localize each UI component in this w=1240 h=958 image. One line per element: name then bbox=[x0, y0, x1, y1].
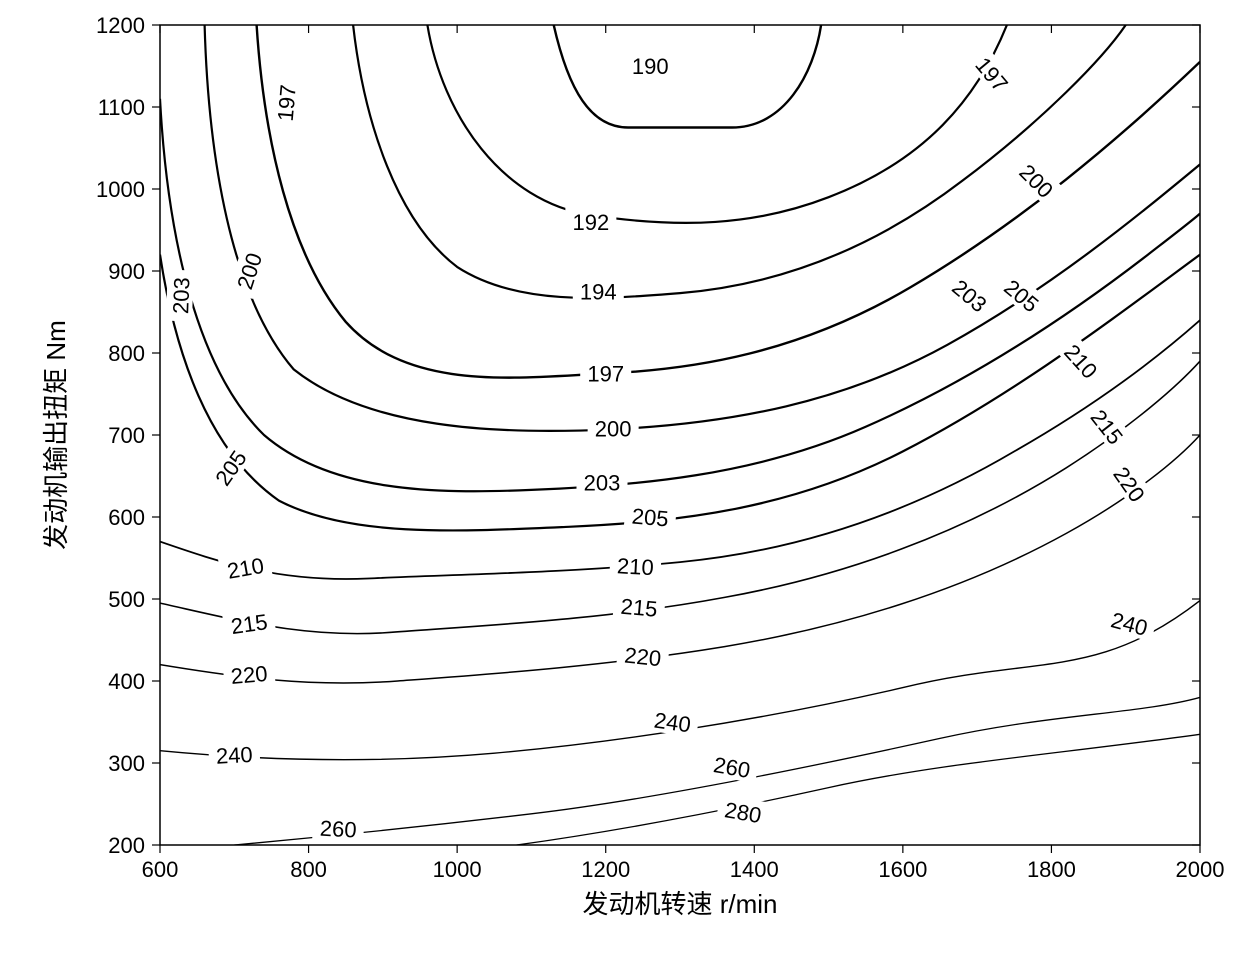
contour-label-240: 240 bbox=[1101, 603, 1157, 642]
contour-label-280: 280 bbox=[716, 794, 771, 829]
y-tick-label: 400 bbox=[108, 669, 145, 694]
contour-label-197: 197 bbox=[966, 46, 1019, 102]
x-tick-label: 1000 bbox=[433, 857, 482, 882]
svg-text:220: 220 bbox=[230, 661, 269, 689]
x-tick-label: 1200 bbox=[581, 857, 630, 882]
y-tick-label: 900 bbox=[108, 259, 145, 284]
x-axis-label: 发动机转速 r/min bbox=[582, 889, 777, 919]
contour-194 bbox=[353, 25, 1126, 298]
contour-label-200: 200 bbox=[588, 414, 639, 441]
contour-215 bbox=[160, 361, 1200, 633]
svg-text:203: 203 bbox=[168, 277, 194, 315]
contour-label-220: 220 bbox=[616, 640, 670, 672]
svg-text:200: 200 bbox=[595, 416, 632, 441]
x-tick-label: 600 bbox=[142, 857, 179, 882]
contour-label-260: 260 bbox=[312, 813, 364, 843]
svg-text:205: 205 bbox=[631, 503, 670, 531]
svg-text:190: 190 bbox=[632, 54, 669, 79]
contour-label-220: 220 bbox=[1104, 455, 1155, 512]
contour-label-200: 200 bbox=[1009, 153, 1064, 208]
contour-label-197: 197 bbox=[270, 76, 301, 129]
x-tick-label: 1600 bbox=[878, 857, 927, 882]
svg-text:280: 280 bbox=[723, 797, 764, 828]
y-tick-label: 1000 bbox=[96, 177, 145, 202]
chart-svg: 600 800 1000 1200 1400 1600 1800 2000 200 300 400 5… bbox=[0, 0, 1240, 958]
contour-label-240: 240 bbox=[646, 705, 700, 739]
svg-text:215: 215 bbox=[229, 609, 269, 639]
svg-text:215: 215 bbox=[620, 594, 659, 622]
contour-label-203: 203 bbox=[942, 268, 998, 321]
svg-text:192: 192 bbox=[572, 210, 609, 235]
contour-280 bbox=[517, 734, 1200, 845]
y-tick-label: 500 bbox=[108, 587, 145, 612]
contour-192 bbox=[427, 25, 1007, 223]
contour-200 bbox=[205, 25, 1200, 431]
contour-label-215: 215 bbox=[613, 591, 666, 622]
svg-text:210: 210 bbox=[225, 553, 266, 584]
contour-label-203: 203 bbox=[166, 270, 195, 322]
svg-text:260: 260 bbox=[712, 752, 753, 783]
contour-label-210: 210 bbox=[1054, 333, 1108, 389]
y-tick-label: 1200 bbox=[96, 13, 145, 38]
contour-203 bbox=[160, 99, 1200, 491]
contour-197 bbox=[257, 25, 1200, 378]
contour-label-203: 203 bbox=[577, 469, 628, 496]
x-tick-label: 1400 bbox=[730, 857, 779, 882]
contour-label-197: 197 bbox=[580, 360, 631, 387]
contours-group: 1901921941971971972002002002032032032052… bbox=[160, 25, 1200, 845]
contour-label-205: 205 bbox=[994, 268, 1050, 321]
y-tick-label: 1100 bbox=[98, 95, 145, 120]
contour-210 bbox=[160, 320, 1200, 579]
svg-text:240: 240 bbox=[215, 742, 253, 769]
contour-label-205: 205 bbox=[204, 439, 255, 496]
y-tick-label: 600 bbox=[108, 505, 145, 530]
contour-220 bbox=[160, 435, 1200, 683]
contour-chart: 600 800 1000 1200 1400 1600 1800 2000 200 300 400 5… bbox=[0, 0, 1240, 958]
contour-label-260: 260 bbox=[705, 749, 760, 784]
contour-label-205: 205 bbox=[624, 501, 677, 532]
contour-label-192: 192 bbox=[565, 208, 616, 235]
svg-text:194: 194 bbox=[580, 280, 617, 305]
contour-190 bbox=[554, 25, 821, 128]
y-tick-label: 800 bbox=[108, 341, 145, 366]
svg-text:220: 220 bbox=[623, 643, 662, 672]
svg-text:240: 240 bbox=[653, 708, 693, 738]
contour-label-210: 210 bbox=[218, 550, 273, 585]
x-tick-label: 2000 bbox=[1176, 857, 1225, 882]
contour-label-215: 215 bbox=[222, 606, 276, 640]
svg-text:197: 197 bbox=[587, 362, 624, 387]
y-tick-label: 200 bbox=[108, 833, 145, 858]
y-tick-label: 700 bbox=[108, 423, 145, 448]
contour-label-240: 240 bbox=[208, 739, 260, 769]
x-tick-label: 800 bbox=[290, 857, 327, 882]
contour-label-194: 194 bbox=[573, 278, 624, 305]
svg-text:210: 210 bbox=[616, 553, 654, 580]
y-axis-label: 发动机输出扭矩 Nm bbox=[41, 320, 71, 550]
contour-label-210: 210 bbox=[609, 551, 661, 581]
svg-text:260: 260 bbox=[319, 816, 357, 843]
svg-text:203: 203 bbox=[584, 471, 621, 496]
svg-text:240: 240 bbox=[1108, 607, 1150, 641]
contour-label-190: 190 bbox=[625, 52, 676, 79]
contour-label-220: 220 bbox=[223, 658, 276, 689]
svg-text:197: 197 bbox=[273, 84, 301, 123]
y-tick-label: 300 bbox=[108, 751, 145, 776]
contour-205 bbox=[160, 255, 1200, 531]
x-tick-label: 1800 bbox=[1027, 857, 1076, 882]
